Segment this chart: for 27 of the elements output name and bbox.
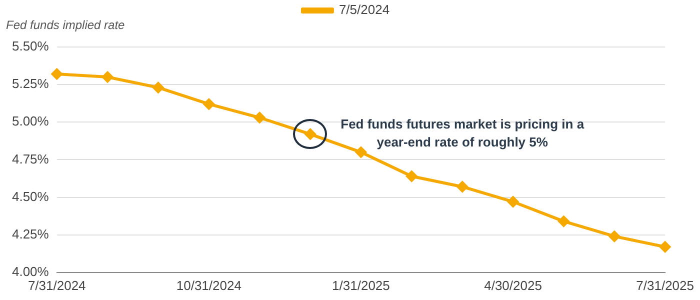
- y-tick-label: 4.50%: [12, 188, 50, 204]
- x-tick-label: 10/31/2024: [176, 278, 242, 293]
- point: [508, 196, 519, 208]
- point: [456, 181, 468, 192]
- y-axis-title: Fed funds implied rate: [6, 18, 125, 32]
- point: [355, 146, 366, 158]
- x-tick-label: 1/31/2025: [332, 278, 390, 293]
- point: [203, 98, 214, 110]
- legend-label: 7/5/2024: [338, 2, 390, 18]
- point: [254, 112, 266, 124]
- x-tick-label: 7/31/2025: [636, 278, 694, 293]
- point: [660, 241, 671, 252]
- point: [406, 170, 418, 182]
- point: [152, 82, 164, 94]
- point: [558, 216, 570, 227]
- y-tick-label: 5.25%: [12, 76, 50, 92]
- x-tick-label: 4/30/2025: [484, 278, 542, 293]
- y-tick-label: 4.75%: [12, 151, 50, 166]
- annotation: Fed funds futures market is pricing in a year-end rate of roughly 5%: [340, 116, 585, 150]
- y-tick-label: 5.50%: [12, 38, 50, 54]
- point: [51, 68, 62, 80]
- y-tick-label: 5.00%: [12, 114, 50, 129]
- y-tick-label: 4.25%: [12, 226, 50, 242]
- y-tick-label: 4.00%: [12, 264, 50, 279]
- point: [102, 72, 114, 83]
- x-tick-label: 7/31/2024: [28, 278, 86, 293]
- point: [608, 230, 620, 242]
